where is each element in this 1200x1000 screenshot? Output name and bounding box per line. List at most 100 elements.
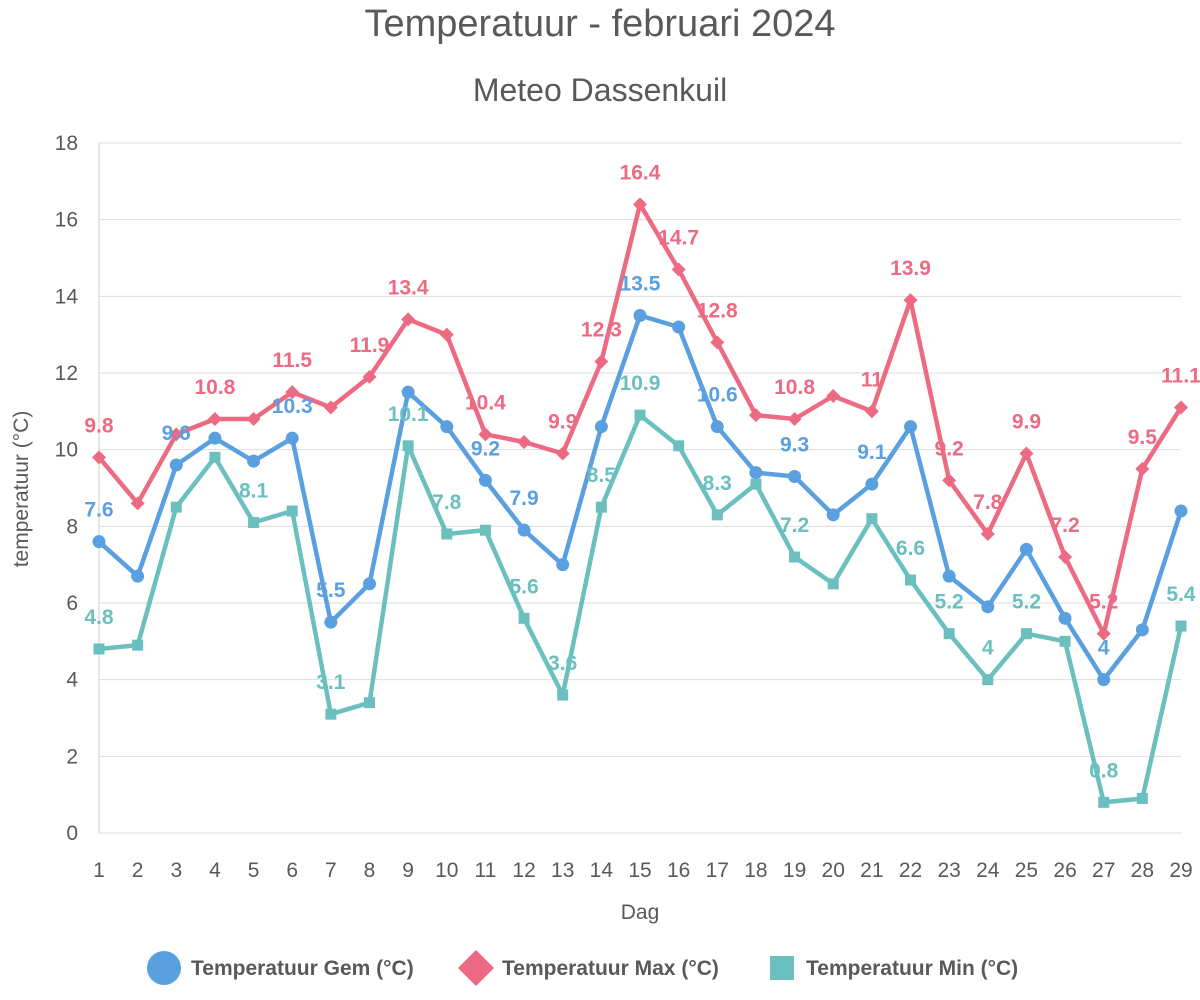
data-point xyxy=(92,535,106,549)
data-label: 9.2 xyxy=(471,437,500,460)
x-tick-label: 2 xyxy=(132,859,144,882)
data-point xyxy=(169,458,183,472)
data-point xyxy=(982,674,994,686)
data-point xyxy=(595,501,607,513)
data-point xyxy=(711,509,723,521)
data-point xyxy=(247,454,261,468)
data-label: 5.5 xyxy=(316,579,346,602)
data-point xyxy=(286,505,298,517)
x-tick-label: 7 xyxy=(325,859,337,882)
legend-marker-0 xyxy=(147,951,181,985)
data-point xyxy=(942,569,956,583)
data-label: 7.8 xyxy=(973,491,1003,514)
data-point xyxy=(634,409,646,421)
data-point xyxy=(208,431,222,445)
data-point xyxy=(866,513,878,525)
x-axis-title: Dag xyxy=(621,901,660,924)
data-label: 10.8 xyxy=(774,376,815,399)
y-tick-label: 18 xyxy=(55,132,78,155)
data-label: 9.1 xyxy=(857,441,887,464)
data-label: 9.3 xyxy=(780,434,809,457)
y-tick-label: 6 xyxy=(66,592,78,615)
data-label: 5.4 xyxy=(1166,583,1196,606)
data-label: 5.2 xyxy=(1012,591,1041,614)
data-point xyxy=(750,478,762,490)
y-tick-label: 0 xyxy=(66,822,78,845)
y-axis-title: temperatuur (°C) xyxy=(10,411,33,568)
data-point xyxy=(633,197,647,212)
data-point xyxy=(903,293,918,308)
x-tick-label: 19 xyxy=(783,859,806,882)
data-label: 14.7 xyxy=(658,227,699,250)
data-point xyxy=(710,420,724,434)
data-point xyxy=(285,431,299,445)
data-label: 6.6 xyxy=(896,537,925,560)
data-label: 4 xyxy=(1098,637,1110,660)
legend-label-1: Temperatuur Max (°C) xyxy=(502,957,719,980)
x-tick-label: 25 xyxy=(1015,859,1038,882)
y-tick-label: 10 xyxy=(55,439,78,462)
x-tick-label: 17 xyxy=(706,859,729,882)
data-point xyxy=(594,420,608,434)
data-label: 7.9 xyxy=(509,487,538,510)
x-tick-label: 4 xyxy=(209,859,221,882)
data-point xyxy=(671,262,686,277)
legend-label-2: Temperatuur Min (°C) xyxy=(806,957,1018,980)
data-point xyxy=(789,551,801,563)
data-point xyxy=(93,643,105,655)
data-label: 11.1 xyxy=(1161,365,1200,388)
series-0 xyxy=(92,309,1188,687)
data-point xyxy=(402,440,414,452)
x-tick-label: 10 xyxy=(435,859,458,882)
data-label: 10.4 xyxy=(465,391,506,414)
y-tick-label: 16 xyxy=(55,209,78,232)
data-label: 16.4 xyxy=(620,161,661,184)
data-point xyxy=(246,412,261,426)
x-tick-label: 6 xyxy=(286,859,298,882)
data-label: 13.5 xyxy=(620,273,661,296)
data-point xyxy=(981,600,995,614)
data-point xyxy=(169,427,184,442)
data-point xyxy=(132,639,144,651)
data-label: 0.8 xyxy=(1089,759,1119,782)
data-label: 12.3 xyxy=(581,319,622,342)
data-point xyxy=(943,628,955,640)
x-tick-label: 20 xyxy=(822,859,845,882)
data-point xyxy=(209,451,221,463)
data-point xyxy=(131,569,145,583)
data-point xyxy=(364,697,375,709)
data-point xyxy=(1136,793,1148,804)
series-2 xyxy=(93,409,1187,808)
data-point xyxy=(170,501,182,513)
data-labels: 7.6 9.6 10.3 5.5 9.2 7.9 13.5 10.6 9.3 9.1 4 9.8 10.… xyxy=(84,161,1200,782)
x-tick-label: 14 xyxy=(590,859,614,882)
data-point xyxy=(323,400,338,415)
data-point xyxy=(594,354,609,369)
data-label: 9.8 xyxy=(84,414,114,437)
data-point xyxy=(864,404,879,419)
x-tick-label: 8 xyxy=(364,859,376,882)
data-point xyxy=(517,523,531,537)
data-label: 10.6 xyxy=(697,384,738,407)
data-point xyxy=(1135,623,1149,637)
data-point xyxy=(1096,626,1111,641)
data-label: 5.2 xyxy=(935,591,964,614)
x-tick-label: 24 xyxy=(976,859,1000,882)
data-point xyxy=(749,466,763,480)
y-tick-label: 8 xyxy=(66,515,78,538)
chart-title: Temperatuur - februari 2024 xyxy=(364,3,835,45)
data-point xyxy=(324,615,338,629)
data-label: 11.9 xyxy=(350,334,390,357)
data-label: 4 xyxy=(982,637,994,660)
legend-marker-2 xyxy=(770,956,794,980)
data-point xyxy=(942,473,957,488)
data-label: 9.2 xyxy=(935,437,964,460)
data-point xyxy=(518,612,530,624)
legend-label-0: Temperatuur Gem (°C) xyxy=(191,957,414,980)
x-tick-label: 3 xyxy=(170,859,182,882)
data-point xyxy=(865,477,879,491)
data-point xyxy=(826,389,841,403)
data-point xyxy=(673,440,685,452)
x-tick-label: 28 xyxy=(1131,859,1154,882)
